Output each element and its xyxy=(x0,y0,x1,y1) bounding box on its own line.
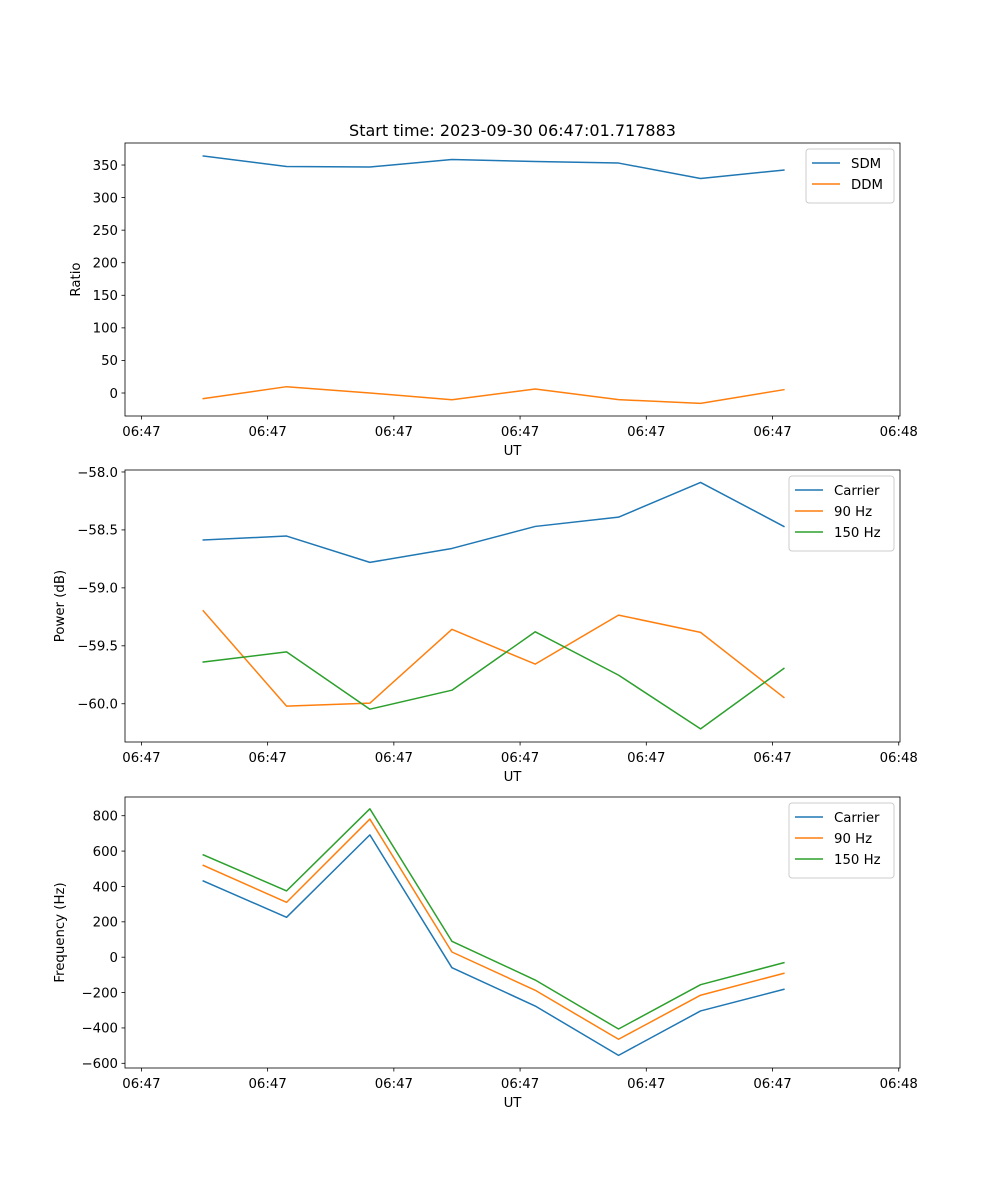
y-tick-label: 250 xyxy=(93,224,118,239)
legend-label: 90 Hz xyxy=(834,505,872,520)
y-tick-label: −400 xyxy=(81,1022,118,1037)
x-tick-label: 06:47 xyxy=(375,751,413,766)
legend: Carrier 90 Hz 150 Hz xyxy=(788,802,895,879)
plot-area xyxy=(125,470,900,742)
x-tick-label: 06:47 xyxy=(627,425,665,440)
series-line-150-hz xyxy=(202,631,785,730)
series-line-carrier xyxy=(202,834,785,1057)
y-tick-label: 400 xyxy=(93,880,118,895)
series-line-carrier xyxy=(202,481,785,564)
legend-label: DDM xyxy=(851,178,883,193)
legend-label: 150 Hz xyxy=(834,526,881,541)
legend: SDM DDM xyxy=(805,148,895,204)
x-axis-label: UT xyxy=(504,770,523,785)
y-tick-label: −58.5 xyxy=(77,524,118,539)
y-tick-label: 800 xyxy=(93,810,118,825)
y-axis-label: Ratio xyxy=(69,262,84,296)
x-tick-label: 06:47 xyxy=(248,425,286,440)
y-tick-label: 50 xyxy=(101,354,118,369)
legend-label: 90 Hz xyxy=(834,832,872,847)
y-tick-label: −59.5 xyxy=(77,640,118,655)
x-tick-label: 06:48 xyxy=(880,751,918,766)
x-tick-label: 06:47 xyxy=(501,751,539,766)
y-tick-label: −600 xyxy=(81,1057,118,1072)
y-tick-label: 200 xyxy=(93,257,118,272)
x-tick-label: 06:47 xyxy=(375,1077,413,1092)
series-line-ddm xyxy=(202,385,785,405)
x-tick-label: 06:47 xyxy=(248,1077,286,1092)
chart-title: Start time: 2023-09-30 06:47:01.717883 xyxy=(349,121,676,140)
x-tick-label: 06:47 xyxy=(753,425,791,440)
y-tick-label: 200 xyxy=(93,916,118,931)
axes-frame xyxy=(124,469,901,743)
x-tick-label: 06:47 xyxy=(501,425,539,440)
y-tick-label: 350 xyxy=(93,159,118,174)
x-axis-label: UT xyxy=(504,1096,523,1111)
y-tick-label: −59.0 xyxy=(77,582,118,597)
series-line-sdm xyxy=(202,155,785,180)
legend-label: Carrier xyxy=(834,484,880,499)
y-tick-label: −200 xyxy=(81,986,118,1001)
x-tick-label: 06:47 xyxy=(753,1077,791,1092)
x-tick-label: 06:48 xyxy=(880,425,918,440)
y-axis-label: Power (dB) xyxy=(53,570,68,642)
y-tick-label: 0 xyxy=(110,951,118,966)
plot-area xyxy=(125,797,900,1068)
legend: Carrier 90 Hz 150 Hz xyxy=(788,475,895,552)
series-line-90-hz xyxy=(202,609,785,707)
x-tick-label: 06:47 xyxy=(501,1077,539,1092)
x-tick-label: 06:47 xyxy=(627,751,665,766)
axes-frame xyxy=(124,142,901,417)
x-tick-label: 06:47 xyxy=(753,751,791,766)
y-axis-label: Frequency (Hz) xyxy=(53,882,68,982)
series-line-90-hz xyxy=(202,818,785,1041)
legend-label: 150 Hz xyxy=(834,853,881,868)
x-tick-label: 06:47 xyxy=(122,1077,160,1092)
chart-2: 06:47 06:47 06:47 06:47 06:47 06:47 06:48 −60.0… xyxy=(53,466,918,785)
y-tick-label: 150 xyxy=(93,289,118,304)
x-tick-label: 06:47 xyxy=(122,751,160,766)
chart-3: 06:47 06:47 06:47 06:47 06:47 06:47 06:48 −600 −… xyxy=(53,796,918,1111)
chart-1: 06:47 06:47 06:47 06:47 06:47 06:47 06:48 0 50 10… xyxy=(69,121,918,459)
legend-label: SDM xyxy=(851,157,881,172)
x-tick-label: 06:48 xyxy=(880,1077,918,1092)
axes-frame xyxy=(124,796,901,1069)
y-tick-label: 600 xyxy=(93,845,118,860)
y-tick-label: −58.0 xyxy=(77,466,118,481)
x-tick-label: 06:47 xyxy=(122,425,160,440)
x-axis-label: UT xyxy=(504,444,523,459)
plot-area xyxy=(125,143,900,416)
x-tick-label: 06:47 xyxy=(627,1077,665,1092)
x-tick-label: 06:47 xyxy=(248,751,286,766)
y-tick-label: 100 xyxy=(93,322,118,337)
series-line-150-hz xyxy=(202,808,785,1030)
y-tick-label: −60.0 xyxy=(77,698,118,713)
y-tick-label: 0 xyxy=(110,387,118,402)
legend-label: Carrier xyxy=(834,811,880,826)
x-tick-label: 06:47 xyxy=(375,425,413,440)
y-tick-label: 300 xyxy=(93,191,118,206)
